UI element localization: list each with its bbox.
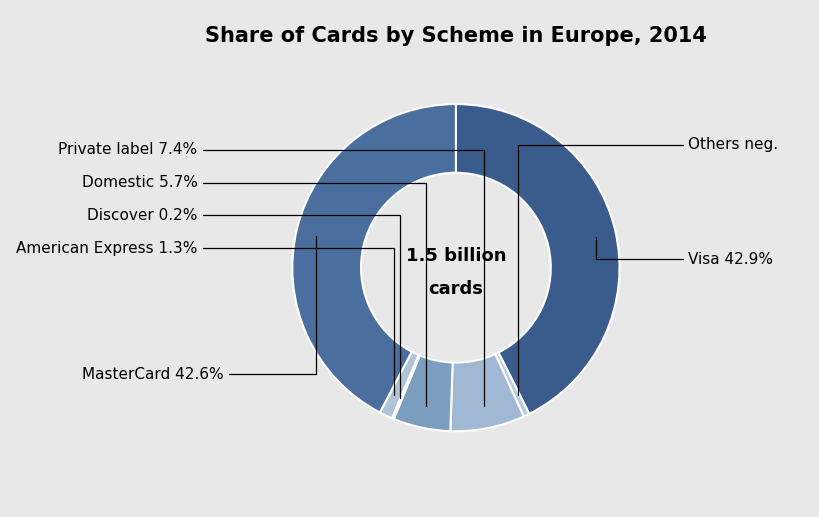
Text: Discover 0.2%: Discover 0.2%	[87, 208, 400, 398]
Text: Others neg.: Others neg.	[518, 138, 777, 395]
Text: Visa 42.9%: Visa 42.9%	[595, 237, 772, 267]
Text: Private label 7.4%: Private label 7.4%	[58, 142, 483, 406]
Text: Domestic 5.7%: Domestic 5.7%	[81, 175, 425, 406]
Wedge shape	[455, 104, 619, 414]
Wedge shape	[292, 104, 455, 413]
Wedge shape	[391, 355, 419, 419]
Text: 1.5 billion: 1.5 billion	[405, 247, 505, 265]
Text: MasterCard 42.6%: MasterCard 42.6%	[82, 236, 316, 382]
Text: American Express 1.3%: American Express 1.3%	[16, 240, 394, 395]
Wedge shape	[450, 354, 523, 431]
Title: Share of Cards by Scheme in Europe, 2014: Share of Cards by Scheme in Europe, 2014	[205, 26, 706, 47]
Text: cards: cards	[428, 280, 482, 298]
Wedge shape	[379, 352, 419, 418]
Wedge shape	[495, 353, 528, 417]
Wedge shape	[393, 355, 452, 431]
